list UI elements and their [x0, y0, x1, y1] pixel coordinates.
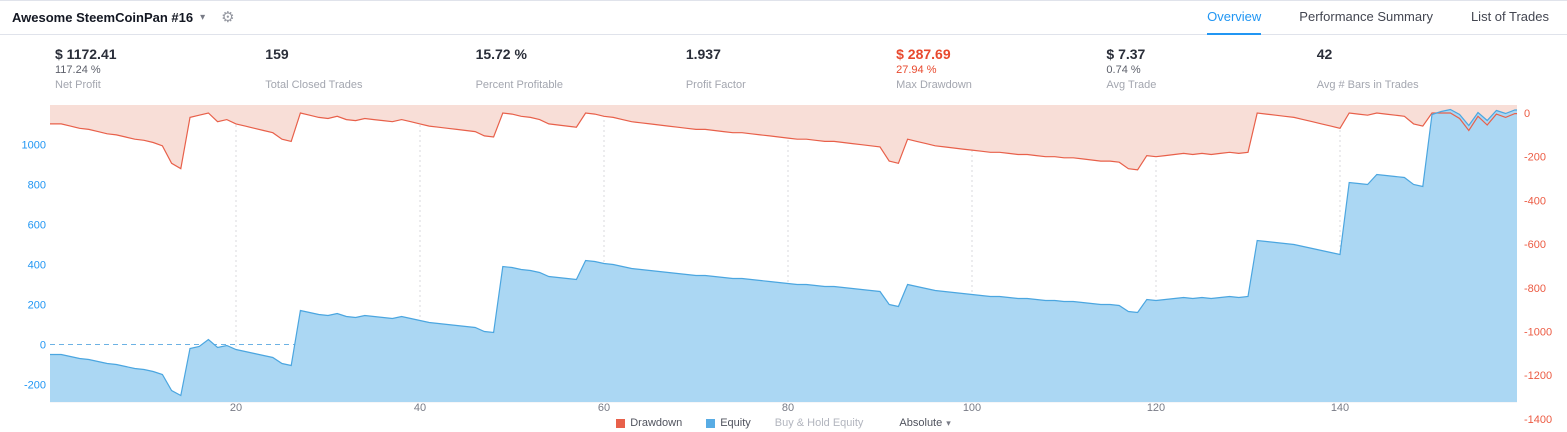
- stat-label: Avg # Bars in Trades: [1316, 79, 1419, 91]
- stat-label: Percent Profitable: [475, 79, 563, 91]
- x-axis-label: 20: [230, 402, 242, 414]
- legend-equity[interactable]: Equity: [706, 417, 751, 429]
- left-axis-label: -200: [24, 380, 46, 392]
- drawdown-swatch-icon: [616, 418, 626, 428]
- right-axis-label: -200: [1524, 152, 1546, 164]
- stat-value: 15.72 %: [475, 46, 527, 62]
- stat-label: Max Drawdown: [896, 79, 972, 91]
- right-axis-label: -1200: [1524, 370, 1552, 382]
- stat-label: Avg Trade: [1106, 79, 1157, 91]
- legend-label: Equity: [720, 417, 751, 429]
- topbar: Awesome SteemCoinPan #16 ▾ ⚙ Overview Pe…: [0, 1, 1567, 35]
- chart-canvas[interactable]: 1000 800 600 400 200 0 -200 0 -200 -400 -600 -800 -1…: [0, 97, 1567, 432]
- right-axis-label: -1400: [1524, 414, 1552, 426]
- right-axis-label: -800: [1524, 283, 1546, 295]
- stat-label: Profit Factor: [685, 79, 746, 91]
- stat-profit-factor: 1.937 Profit Factor: [686, 46, 896, 97]
- stat-label: Total Closed Trades: [265, 79, 363, 91]
- tab-overview[interactable]: Overview: [1207, 1, 1262, 35]
- chevron-down-icon: ▾: [946, 417, 951, 428]
- legend-buy-hold-equity[interactable]: Buy & Hold Equity: [775, 417, 864, 429]
- chart-legend: Drawdown Equity Buy & Hold Equity Absolu…: [0, 417, 1567, 429]
- strategy-selector: Awesome SteemCoinPan #16 ▾ ⚙: [12, 1, 235, 34]
- stat-sub: 0.74 %: [1106, 64, 1141, 76]
- x-axis-label: 100: [963, 402, 981, 414]
- stat-value: $ 7.37: [1106, 46, 1146, 62]
- left-axis-label: 200: [28, 300, 46, 312]
- stat-avg-bars-in-trades: 42 Avg # Bars in Trades: [1317, 46, 1527, 97]
- left-axis-label: 800: [28, 180, 46, 192]
- left-axis-label: 400: [28, 260, 46, 272]
- stat-value: 1.937: [685, 46, 721, 62]
- stat-value: $ 1172.41: [55, 46, 117, 62]
- stat-sub: [686, 64, 896, 78]
- left-axis-label: 1000: [22, 140, 46, 152]
- stat-max-drawdown: $ 287.69 27.94 % Max Drawdown: [896, 46, 1106, 97]
- right-axis-label: -600: [1524, 239, 1546, 251]
- stat-total-closed-trades: 159 Total Closed Trades: [265, 46, 475, 97]
- legend-label: Buy & Hold Equity: [774, 417, 864, 429]
- x-axis-label: 120: [1147, 402, 1165, 414]
- stat-avg-trade: $ 7.37 0.74 % Avg Trade: [1106, 46, 1316, 97]
- stat-percent-profitable: 15.72 % Percent Profitable: [476, 46, 686, 97]
- stat-sub: [476, 64, 686, 78]
- equity-chart[interactable]: 1000 800 600 400 200 0 -200 0 -200 -400 -600 -800 -1…: [0, 97, 1567, 432]
- stat-sub: [265, 64, 475, 78]
- stat-label: Net Profit: [55, 79, 101, 91]
- equity-area: [50, 109, 1517, 402]
- stat-sub: 117.24 %: [55, 64, 101, 76]
- x-axis-label: 40: [414, 402, 426, 414]
- left-axis-label: 600: [28, 220, 46, 232]
- tab-performance-summary[interactable]: Performance Summary: [1299, 8, 1433, 24]
- stat-sub: 27.94 %: [896, 64, 937, 76]
- equity-line: [50, 108, 1517, 397]
- stat-sub: [1317, 64, 1527, 78]
- right-axis-label: -400: [1524, 195, 1546, 207]
- equity-swatch-icon: [706, 418, 716, 428]
- stat-net-profit: $ 1172.41 117.24 % Net Profit: [55, 46, 265, 97]
- stat-value: $ 287.69: [896, 46, 951, 62]
- left-axis-label: 0: [40, 340, 46, 352]
- legend-drawdown[interactable]: Drawdown: [616, 417, 682, 429]
- right-axis-label: 0: [1524, 108, 1530, 120]
- legend-label: Drawdown: [630, 417, 683, 429]
- display-mode-value: Absolute: [899, 417, 943, 429]
- tab-list-of-trades[interactable]: List of Trades: [1470, 8, 1549, 24]
- display-mode-dropdown[interactable]: Absolute ▾: [899, 417, 950, 429]
- stat-value: 42: [1316, 46, 1333, 62]
- x-axis-label: 80: [782, 402, 794, 414]
- x-axis-label: 60: [598, 402, 610, 414]
- drawdown-line: [50, 112, 1517, 171]
- x-axis-label: 140: [1331, 402, 1349, 414]
- report-tabs: Overview Performance Summary List of Tra…: [1207, 1, 1549, 35]
- chevron-down-icon[interactable]: ▾: [200, 12, 206, 23]
- strategy-title[interactable]: Awesome SteemCoinPan #16: [12, 10, 194, 25]
- right-axis-label: -1000: [1524, 327, 1552, 339]
- stats-row: $ 1172.41 117.24 % Net Profit 159 Total …: [0, 35, 1567, 97]
- gear-icon[interactable]: ⚙: [221, 9, 235, 26]
- stat-value: 159: [265, 46, 289, 62]
